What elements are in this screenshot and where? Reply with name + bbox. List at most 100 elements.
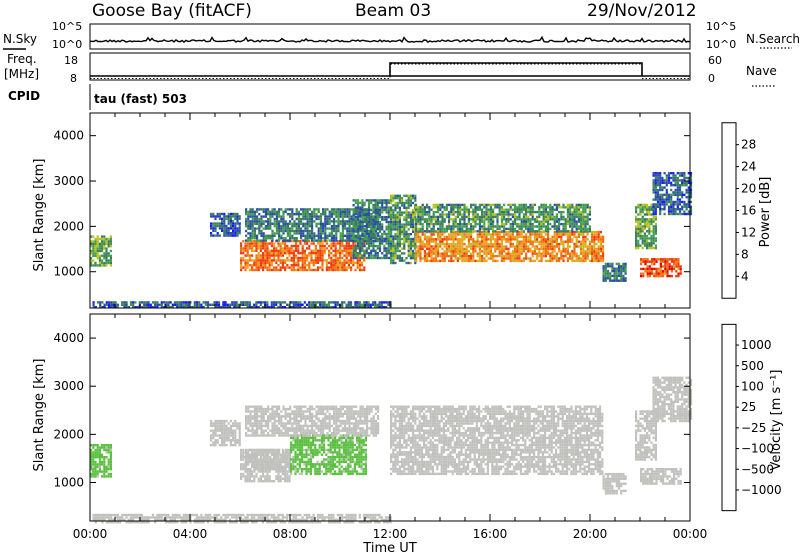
echo-cell [311,215,314,218]
echo-cell [650,237,653,240]
echo-cell [290,264,293,267]
echo-cell [125,513,128,517]
echo-cell [441,225,444,228]
echo-cell [352,261,355,264]
echo-cell [670,260,673,263]
echo-cell [237,306,240,309]
echo-cell [258,220,261,223]
echo-cell [432,225,435,228]
echo-cell [282,222,285,225]
echo-cell [288,249,291,252]
echo-cell [542,210,545,214]
echo-cell [317,261,320,264]
echo-cell [223,217,226,220]
echo-cell [392,209,395,212]
echo-cell [267,225,270,228]
echo-cell [409,240,412,243]
echo-cell [448,247,451,251]
echo-cell [485,235,488,239]
echo-cell [348,215,351,218]
echo-cell [350,232,353,235]
echo-cell [335,239,338,242]
echo-cell [218,212,221,216]
echo-cell [643,232,646,235]
echo-cell [516,238,519,241]
echo-cell [511,213,514,216]
echo-cell [129,516,133,519]
echo-cell [681,193,684,196]
echo-cell [459,225,462,228]
echo-cell [584,257,587,260]
echo-cell [398,235,401,238]
echo-cell [209,303,212,306]
echo-cell [505,240,508,243]
echo-cell [109,468,112,471]
echo-cell [551,218,554,221]
echo-cell [262,259,265,262]
echo-cell [511,233,514,236]
echo-cell [646,213,649,216]
echo-cell [478,247,481,251]
echo-cell [363,256,366,260]
echo-cell [681,208,684,211]
echo-cell [472,242,475,246]
echo-cell [511,250,514,253]
echo-cell [266,303,269,306]
echo-cell [247,210,250,213]
echo-cell [465,235,468,239]
echo-cell [653,262,656,266]
echo-cell [679,272,682,275]
echo-cell [434,252,437,255]
echo-cell [105,257,108,260]
echo-cell [516,206,519,209]
echo-cell [256,234,259,237]
echo-cell [266,266,269,269]
echo-cell [434,220,437,223]
echo-cell [134,513,137,517]
echo-cell [437,210,440,214]
echo-cell [573,220,576,223]
echo-cell [160,518,163,521]
echo-cell [367,244,371,248]
echo-cell [339,256,342,260]
echo-cell [356,208,360,212]
echo-cell [639,213,642,216]
echo-cell [278,227,281,230]
echo-cell [687,203,690,206]
echo-cell [229,224,232,228]
echo-cell [656,191,660,194]
echo-cell [555,240,558,243]
echo-cell [335,215,338,218]
echo-cell [109,245,112,248]
echo-cell [492,210,495,214]
echo-cell [664,265,667,268]
echo-cell [321,301,324,304]
echo-cell [275,259,278,262]
echo-cell [98,453,101,456]
echo-cell [676,191,679,194]
echo-cell [459,254,462,258]
echo-cell [354,244,357,248]
echo-cell [103,242,106,245]
echo-cell [676,208,679,211]
echo-cell [301,303,304,306]
echo-cell [584,242,587,246]
echo-cell [290,240,293,243]
echo-cell [314,256,317,260]
echo-cell [652,198,655,201]
echo-cell [266,261,269,264]
echo-cell [264,225,267,228]
echo-cell [271,229,274,233]
echo-cell [562,233,565,236]
echo-cell [536,240,539,243]
echo-cell [297,247,300,250]
echo-cell [687,198,690,201]
echo-cell [564,252,567,255]
echo-cell [278,210,281,213]
echo-cell [297,268,300,272]
echo-cell [273,252,276,255]
echo-cell [389,218,393,221]
echo-cell [646,208,649,211]
echo-cell [335,220,338,223]
echo-cell [547,220,550,223]
